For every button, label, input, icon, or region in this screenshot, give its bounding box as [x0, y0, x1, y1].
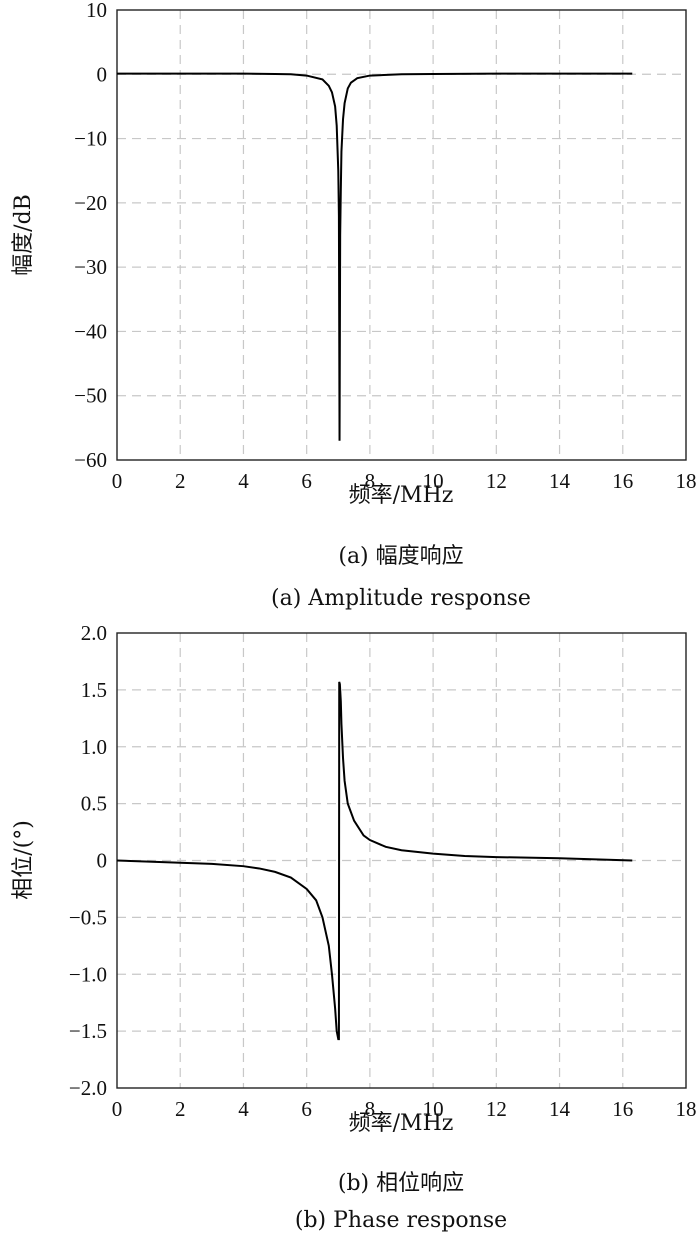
- x-tick-label: 18: [676, 469, 697, 493]
- plot-frame: [116, 9, 687, 461]
- y-tick-label: −10: [74, 127, 107, 151]
- y-tick-label: −60: [74, 448, 107, 472]
- y-tick-label: −30: [74, 255, 107, 279]
- y-tick-labels: 2.0 1.5 1.0 0.5 0 −0.5 −1.0 −1.5 −2.0: [69, 621, 107, 1100]
- x-axis-label: 频率/MHz: [349, 1111, 454, 1136]
- y-tick-label: 0: [97, 62, 108, 86]
- x-tick-label: 6: [301, 469, 312, 493]
- y-tick-label: −0.5: [69, 905, 107, 929]
- x-axis-label: 频率/MHz: [349, 483, 454, 508]
- x-tick-label: 10: [423, 469, 444, 493]
- caption-english: (b) Phase response: [295, 1208, 507, 1233]
- y-tick-label: 10: [86, 0, 107, 22]
- x-tick-label: 12: [486, 469, 507, 493]
- amplitude-chart: 0 2 4 6 8 10 12 14 16 18 10 0 −10 −20 −30 −40 −50 −60 频率…: [11, 0, 697, 611]
- x-tick-label: 8: [365, 469, 376, 493]
- grid-lines: [117, 633, 686, 1088]
- x-tick-label: 14: [549, 1097, 571, 1121]
- caption-chinese: (b) 相位响应: [338, 1171, 464, 1196]
- x-tick-label: 10: [423, 1097, 444, 1121]
- y-tick-label: −1.0: [69, 962, 107, 986]
- y-tick-label: 2.0: [81, 621, 107, 645]
- x-tick-labels: 0 2 4 6 8 10 12 14 16 18: [112, 1097, 697, 1121]
- y-tick-label: 0: [97, 849, 108, 873]
- y-tick-label: −50: [74, 384, 107, 408]
- x-tick-label: 4: [238, 1097, 249, 1121]
- x-tick-label: 18: [676, 1097, 697, 1121]
- x-tick-label: 2: [175, 469, 186, 493]
- y-tick-label: 1.5: [81, 678, 107, 702]
- x-tick-label: 12: [486, 1097, 507, 1121]
- x-tick-labels: 0 2 4 6 8 10 12 14 16 18: [112, 469, 697, 493]
- x-tick-label: 6: [301, 1097, 312, 1121]
- y-tick-label: 1.0: [81, 735, 107, 759]
- caption-english: (a) Amplitude response: [271, 586, 531, 611]
- grid-lines: [117, 10, 686, 460]
- x-tick-label: 2: [175, 1097, 186, 1121]
- y-tick-label: −20: [74, 191, 107, 215]
- caption-chinese: (a) 幅度响应: [338, 544, 463, 569]
- y-tick-label: 0.5: [81, 792, 107, 816]
- y-tick-label: −40: [74, 319, 107, 343]
- x-tick-label: 0: [112, 469, 123, 493]
- y-tick-label: −2.0: [69, 1076, 107, 1100]
- x-tick-label: 16: [612, 469, 633, 493]
- x-tick-label: 16: [612, 1097, 633, 1121]
- x-tick-label: 14: [549, 469, 571, 493]
- x-tick-label: 4: [238, 469, 249, 493]
- phase-curve: [116, 681, 633, 1041]
- x-tick-label: 8: [365, 1097, 376, 1121]
- phase-chart: 0 2 4 6 8 10 12 14 16 18 2.0 1.5 1.0 0.5 0 −0.5 −1.0 −1.…: [11, 621, 697, 1233]
- y-axis-label: 相位/(°): [11, 820, 36, 900]
- y-axis-label: 幅度/dB: [11, 194, 36, 276]
- y-tick-labels: 10 0 −10 −20 −30 −40 −50 −60: [74, 0, 107, 472]
- x-tick-label: 0: [112, 1097, 123, 1121]
- y-tick-label: −1.5: [69, 1019, 107, 1043]
- amplitude-curve: [117, 72, 633, 441]
